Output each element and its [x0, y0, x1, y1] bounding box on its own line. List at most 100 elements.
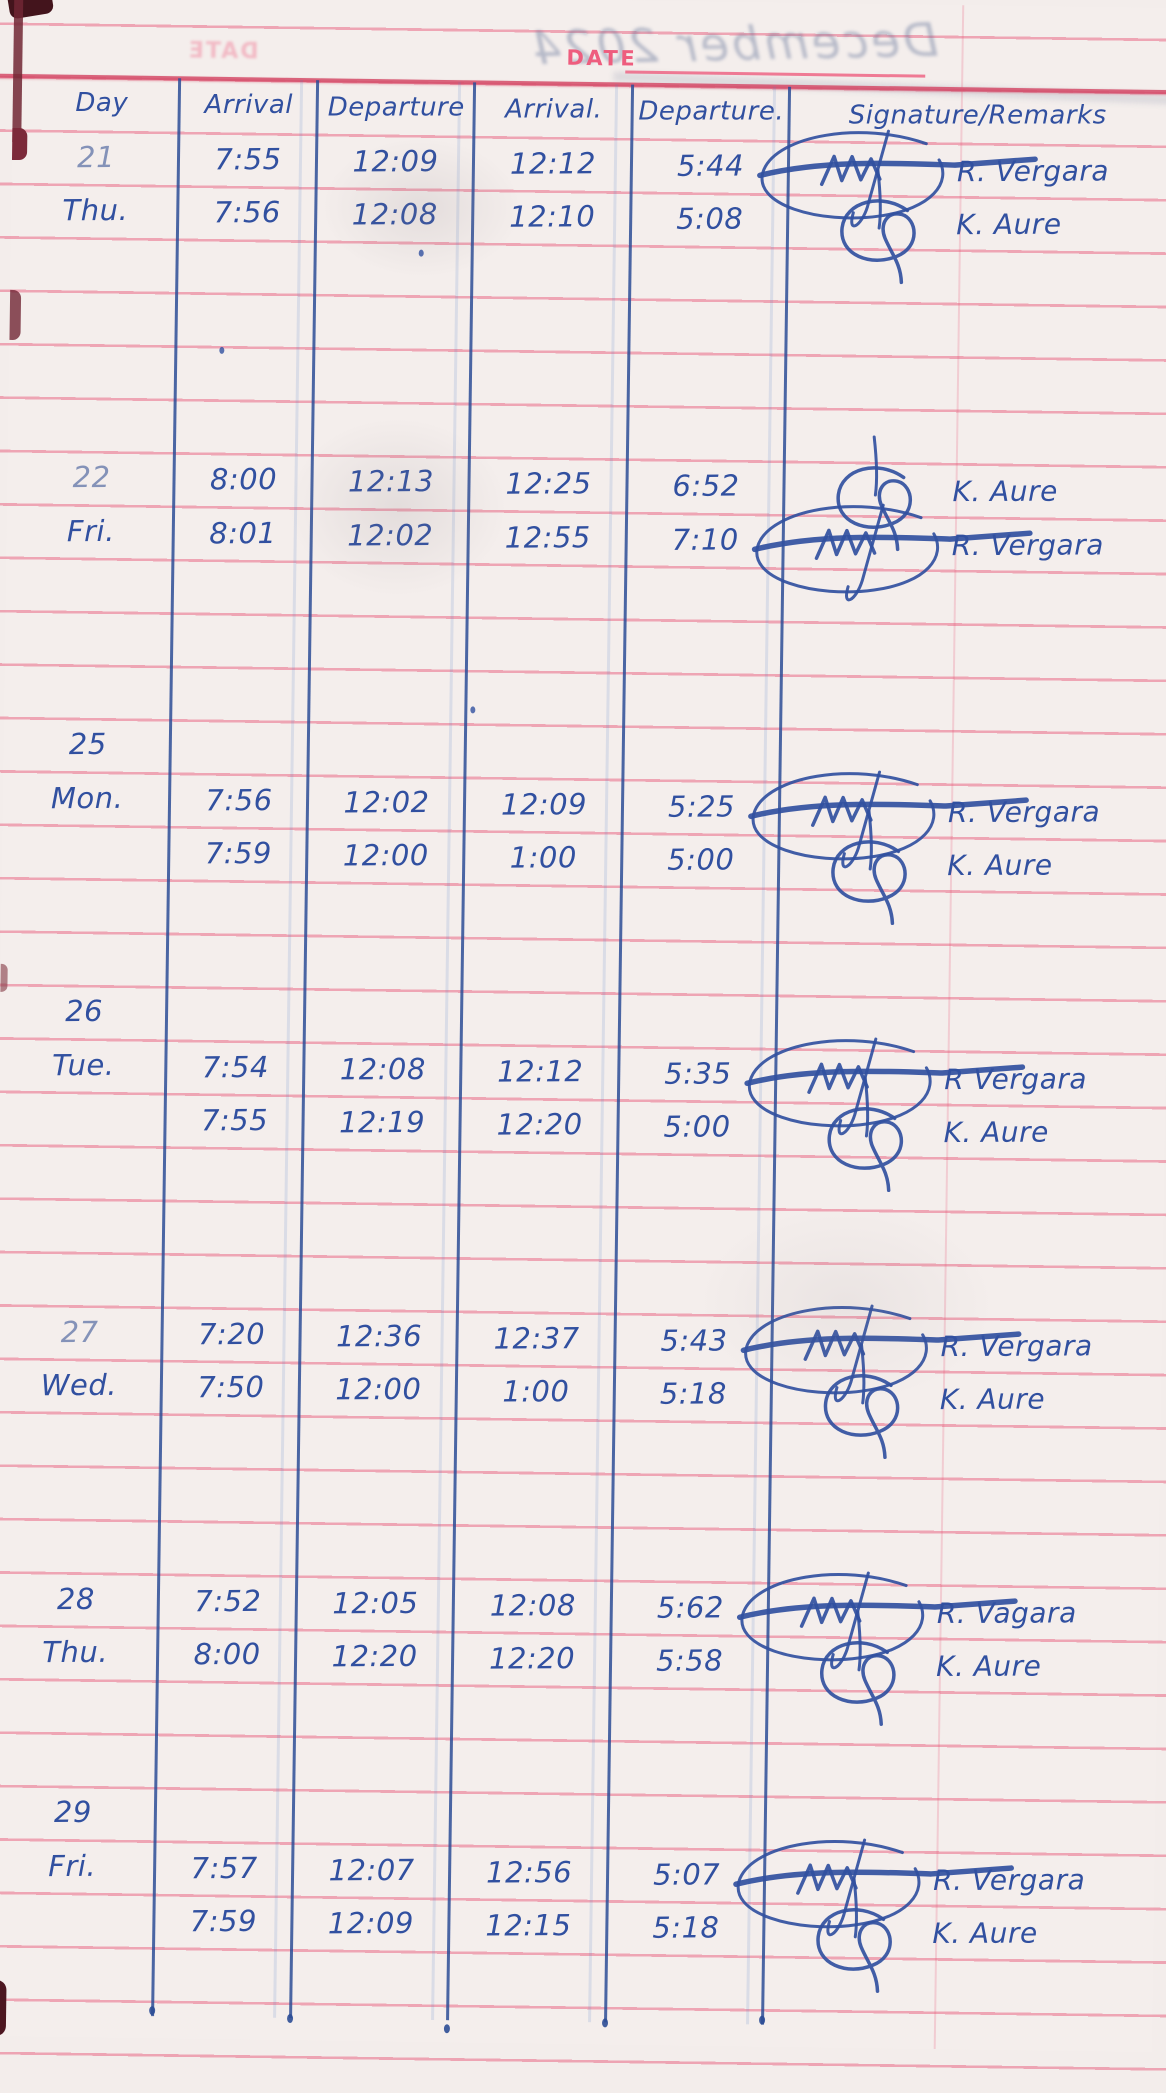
arrival-pm-cell: 12:15 [485, 1908, 572, 1943]
day-cell: Fri. [66, 513, 115, 549]
arrival-am-cell: 7:55 [214, 142, 282, 177]
stray-ink-dot [219, 346, 225, 354]
departure-am-cell: 12:00 [335, 1372, 422, 1407]
table-row: 27 7:20 12:36 12:37 5:43 R. Vergara [0, 1304, 1162, 1402]
arrival-pm-cell: 12:20 [496, 1107, 583, 1142]
day-cell: Thu. [62, 193, 129, 228]
ghost-mirrored-date-stamp: DATE [186, 37, 259, 64]
day-cell: Tue. [52, 1047, 115, 1082]
day-cell: Thu. [42, 1634, 109, 1670]
scan-edge-artifact [0, 963, 8, 992]
table-row: Mon. 7:56 12:02 12:09 5:25 R. Vergara [3, 770, 1166, 868]
signee-name: K. Aure [935, 1649, 1042, 1683]
arrival-am-cell: 7:54 [201, 1049, 269, 1085]
paper-stain [285, 415, 509, 599]
table-row: 28 7:52 12:05 12:08 5:62 R. Vagara [0, 1571, 1158, 1669]
departure-am-cell: 12:00 [342, 838, 429, 873]
signature-vergara-scribble-icon [724, 487, 1056, 612]
ink-blob [286, 2013, 294, 2024]
signature-vergara-scribble-icon [705, 1822, 1037, 1947]
departure-am-cell: 12:07 [328, 1852, 415, 1888]
signature-aure-loop-icon [712, 1341, 1044, 1466]
arrival-am-cell: 7:50 [197, 1370, 265, 1405]
signature-aure-loop-icon [728, 166, 1060, 291]
arrival-am-cell: 7:52 [194, 1583, 262, 1619]
departure-am-cell: 12:09 [327, 1906, 415, 1941]
scan-edge-artifact [0, 1979, 7, 2037]
day-cell: 25 [68, 727, 107, 762]
day-cell: 21 [76, 140, 116, 175]
departure-am-cell: 12:20 [331, 1639, 418, 1674]
arrival-pm-cell: 1:00 [509, 840, 577, 875]
table-row: 7:59 12:09 12:15 5:18 K. Aure [0, 1877, 1154, 1994]
table-row: Wed. 7:50 12:00 1:00 5:18 K. Aure [0, 1343, 1161, 1460]
arrival-am-cell: 7:56 [213, 195, 281, 230]
table-row: 7:55 12:19 12:20 5:00 K. Aure [0, 1076, 1165, 1193]
signee-name: R. Vergara [951, 527, 1104, 562]
signee-name: K. Aure [939, 1382, 1046, 1416]
arrival-am-cell: 7:57 [190, 1850, 258, 1886]
arrival-pm-cell: 1:00 [502, 1374, 570, 1409]
signature-aure-loop-icon [716, 1074, 1048, 1199]
arrival-pm-cell: 12:08 [489, 1587, 576, 1623]
signee-name: K. Aure [947, 848, 1053, 882]
departure-am-cell: 12:02 [343, 784, 430, 820]
scan-edge-artifact [11, 127, 28, 161]
table-row: Fri. 7:57 12:07 12:56 5:07 R. Vergara [0, 1838, 1154, 1936]
signature-aure-loop-icon [719, 807, 1051, 932]
signature-vergara-scribble-icon [729, 113, 1061, 238]
arrival-am-cell: 7:55 [200, 1103, 269, 1138]
departure-am-cell: 12:19 [338, 1105, 426, 1140]
departure-am-cell: 12:05 [332, 1585, 419, 1621]
arrival-am-cell: 7:56 [205, 782, 273, 818]
signature-aure-loop-icon [708, 1608, 1040, 1733]
arrival-pm-cell: 12:37 [493, 1320, 580, 1356]
arrival-pm-cell: 12:12 [497, 1053, 584, 1089]
arrival-am-cell: 7:20 [197, 1316, 266, 1352]
arrival-am-cell: 7:59 [204, 836, 272, 871]
signature-vergara-scribble-icon [713, 1288, 1045, 1413]
departure-am-cell: 12:08 [339, 1051, 426, 1087]
col-header-departure-am: Departure [327, 92, 465, 123]
arrival-am-cell: 8:00 [193, 1637, 261, 1672]
ink-blob [443, 2024, 450, 2034]
arrival-pm-cell: 12:20 [488, 1641, 576, 1676]
day-cell: 29 [53, 1795, 92, 1830]
arrival-am-cell: 7:59 [189, 1904, 258, 1939]
stray-ink-dot [470, 706, 476, 714]
signee-name: K. Aure [943, 1115, 1049, 1149]
day-cell: 27 [60, 1314, 99, 1349]
scanned-timesheet-page: { "document": { "ghost_title": "December… [0, 0, 1166, 2044]
scan-edge-artifact [9, 289, 22, 341]
departure-am-cell: 12:36 [335, 1318, 423, 1354]
signature-vergara-scribble-icon [716, 1021, 1048, 1146]
signature-aure-loop-icon [704, 1875, 1036, 2000]
col-header-day: Day [75, 88, 129, 119]
day-cell: 22 [72, 460, 111, 495]
ink-blob [601, 2018, 609, 2028]
day-cell: Fri. [48, 1848, 97, 1883]
arrival-pm-cell: 12:09 [500, 787, 588, 822]
col-header-arrival-am: Arrival [204, 90, 293, 121]
day-cell: Mon. [50, 780, 124, 816]
printed-date-label: DATE [566, 45, 638, 71]
signature-vergara-scribble-icon [709, 1555, 1041, 1680]
day-cell: 28 [56, 1581, 95, 1616]
signee-name: K. Aure [932, 1916, 1038, 1950]
signee-name: K. Aure [956, 207, 1062, 242]
ink-blob [759, 2015, 766, 2025]
stray-ink-dot [418, 249, 424, 257]
day-cell: 26 [65, 994, 104, 1029]
table-row: 7:59 12:00 1:00 5:00 K. Aure [2, 809, 1166, 926]
col-header-arrival-pm: Arrival. [505, 94, 603, 125]
table-row: Thu. 8:00 12:20 12:20 5:58 K. Aure [0, 1610, 1157, 1727]
paper-stain [320, 136, 523, 280]
arrival-pm-cell: 12:56 [485, 1854, 573, 1890]
table-row: Tue. 7:54 12:08 12:12 5:35 R Vergara [0, 1037, 1166, 1135]
signature-vergara-scribble-icon [720, 754, 1052, 879]
